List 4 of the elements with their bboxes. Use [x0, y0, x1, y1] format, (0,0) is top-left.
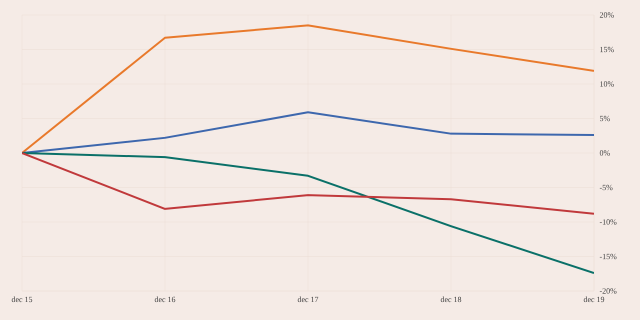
line-series [22, 152, 594, 274]
line-series [22, 152, 594, 215]
line-series [22, 111, 594, 154]
line-series [22, 24, 594, 154]
